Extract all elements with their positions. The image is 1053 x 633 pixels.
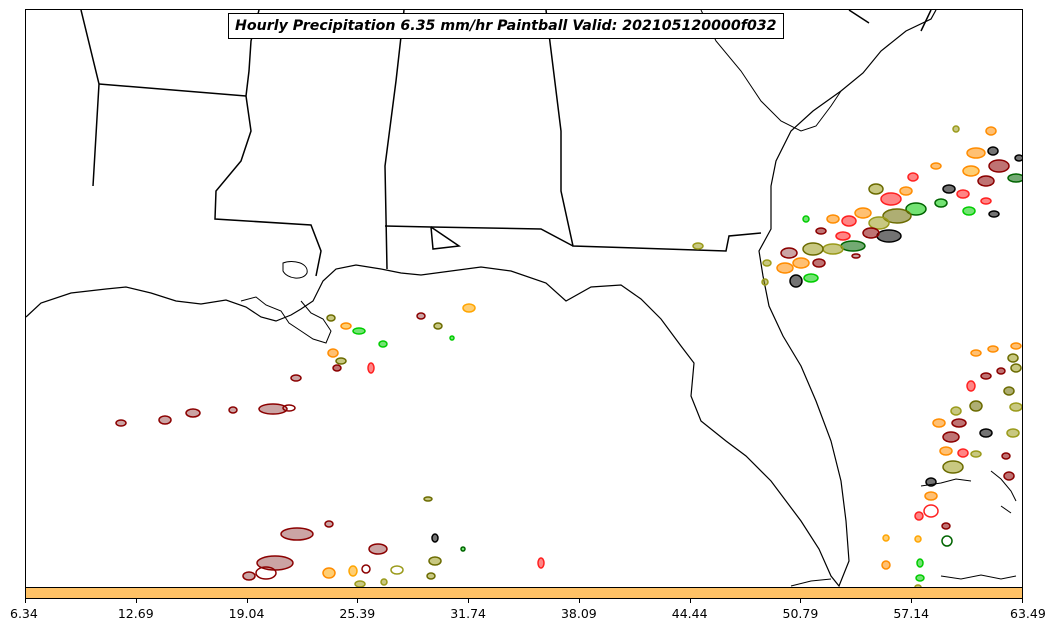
map-title: Hourly Precipitation 6.35 mm/hr Paintbal… bbox=[228, 13, 784, 39]
colorbar-tick-label: 44.44 bbox=[671, 606, 708, 621]
colorbar-tick-label: 38.09 bbox=[560, 606, 597, 621]
colorbar-tick-label: 19.04 bbox=[228, 606, 265, 621]
colorbar-tick bbox=[135, 599, 137, 603]
colorbar-tick-label: 57.14 bbox=[893, 606, 930, 621]
colorbar-tick-label: 63.49 bbox=[1010, 606, 1046, 621]
colorbar-tick bbox=[357, 599, 359, 603]
colorbar-tick-label: 31.74 bbox=[450, 606, 486, 621]
state-borders bbox=[80, 10, 932, 277]
colorbar-tick bbox=[800, 599, 802, 603]
colorbar-tick-label: 6.34 bbox=[10, 606, 38, 621]
coastline-atlantic bbox=[700, 10, 842, 132]
colorbar-tick bbox=[578, 599, 580, 603]
colorbar-tick bbox=[911, 599, 913, 603]
coastline-delta bbox=[240, 296, 332, 344]
colorbar-tick bbox=[246, 599, 248, 603]
colorbar-tick bbox=[468, 599, 470, 603]
colorbar-tick bbox=[1022, 599, 1023, 603]
coastline bbox=[26, 10, 937, 587]
map-canvas bbox=[26, 10, 1022, 587]
coastline-lake bbox=[282, 260, 308, 279]
colorbar-tick-label: 12.69 bbox=[117, 606, 154, 621]
precipitation-cells bbox=[115, 125, 1022, 587]
colorbar-tick bbox=[689, 599, 691, 603]
colorbar-tick-label: 50.79 bbox=[782, 606, 819, 621]
colorbar bbox=[25, 587, 1023, 599]
colorbar-tick-label: 25.39 bbox=[339, 606, 376, 621]
coastline-keys bbox=[790, 574, 1017, 587]
colorbar-tick bbox=[25, 599, 26, 603]
map-panel bbox=[25, 9, 1023, 588]
